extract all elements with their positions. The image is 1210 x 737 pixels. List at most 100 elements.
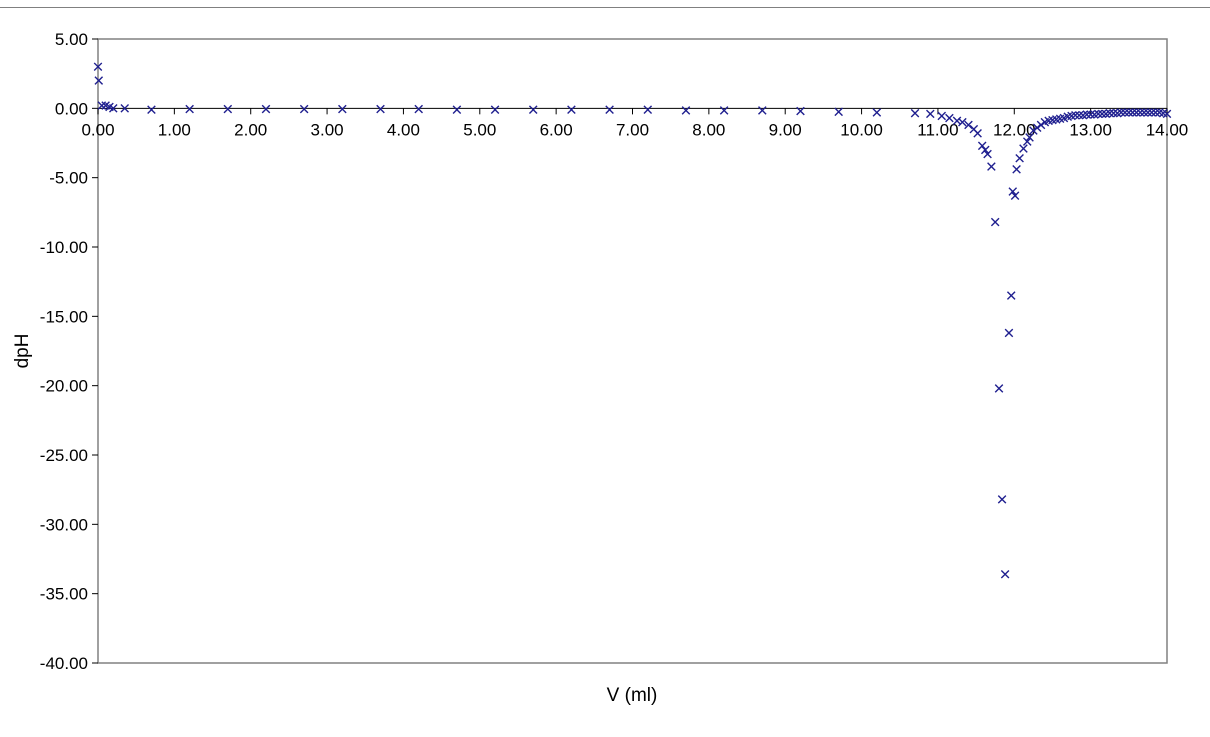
- data-point: [1032, 123, 1042, 133]
- y-tick-label: -10.00: [40, 238, 88, 257]
- data-point: [1120, 108, 1130, 117]
- y-axis-title: dpH: [12, 334, 33, 369]
- x-tick-label: 5.00: [463, 120, 496, 139]
- x-axis: 0.00 1.00 2.00 3.00 4.00 5.00 6.00 7.00 8.00 9.00…: [81, 107, 1189, 139]
- data-point: [97, 101, 107, 110]
- data-point: [185, 104, 194, 114]
- data-point: [223, 104, 233, 114]
- data-point: [1135, 108, 1145, 117]
- data-point: [261, 104, 271, 114]
- data-point: [1143, 108, 1153, 117]
- top-border-line: [0, 7, 1210, 8]
- data-point: [1071, 110, 1080, 120]
- x-tick-label: 1.00: [158, 120, 191, 139]
- data-point: [681, 106, 691, 115]
- data-point: [120, 104, 130, 113]
- data-point: [937, 111, 947, 121]
- data-point: [1004, 328, 1014, 338]
- x-tick-label: 10.00: [840, 120, 883, 139]
- data-point: [108, 104, 118, 113]
- data-point: [299, 104, 309, 114]
- x-tick-label: 0.00: [81, 120, 114, 139]
- data-point: [1019, 144, 1028, 153]
- x-tick-label: 14.00: [1146, 120, 1189, 139]
- x-tick-label: 11.00: [917, 120, 958, 139]
- x-tick-label: 2.00: [234, 120, 267, 139]
- x-axis-title: V (ml): [607, 685, 658, 706]
- data-point: [994, 384, 1004, 393]
- y-tick-label: -30.00: [40, 515, 88, 534]
- data-point: [964, 120, 973, 130]
- y-axis: 5.00 0.00 -5.00 -10.00 -15.00 -20.00 -25.00 -30…: [40, 30, 98, 673]
- data-point: [1132, 108, 1141, 117]
- y-tick-label: -5.00: [49, 169, 88, 188]
- data-point: [958, 117, 967, 127]
- data-point: [1093, 109, 1103, 119]
- data-point: [1015, 153, 1024, 163]
- data-point: [93, 62, 103, 72]
- x-tick-label: 13.00: [1069, 120, 1112, 139]
- data-point: [980, 145, 990, 155]
- data-point: [945, 113, 954, 123]
- data-point: [1151, 108, 1160, 117]
- data-point: [1109, 108, 1118, 118]
- data-point: [1128, 108, 1137, 117]
- data-point: [414, 104, 423, 114]
- data-point: [567, 105, 576, 115]
- data-point: [1025, 133, 1034, 142]
- y-tick-label: -35.00: [40, 585, 88, 604]
- x-tick-label: 7.00: [616, 120, 649, 139]
- data-point: [376, 104, 385, 114]
- data-point: [796, 106, 805, 116]
- data-point: [973, 128, 982, 138]
- data-point: [1006, 291, 1016, 300]
- data-point: [1000, 569, 1010, 579]
- data-point: [1008, 187, 1018, 196]
- data-point: [997, 495, 1007, 504]
- data-point: [719, 106, 729, 115]
- data-point: [1029, 126, 1038, 135]
- data-point: [987, 162, 996, 171]
- data-point: [872, 108, 882, 117]
- data-point: [990, 217, 1000, 227]
- data-point: [910, 108, 920, 118]
- y-tick-label: -40.00: [40, 654, 88, 673]
- data-point: [94, 76, 104, 85]
- data-point: [147, 105, 156, 115]
- y-tick-label: 5.00: [55, 30, 88, 49]
- data-point: [1116, 108, 1126, 117]
- data-point: [758, 106, 767, 115]
- data-point: [1010, 191, 1020, 200]
- data-point: [977, 141, 987, 151]
- x-tick-label: 4.00: [387, 120, 420, 139]
- data-points: [93, 62, 1172, 579]
- data-point: [452, 105, 462, 115]
- x-tick-label: 12.00: [993, 120, 1036, 139]
- data-point: [983, 149, 992, 159]
- y-tick-label: -25.00: [40, 446, 88, 465]
- y-tick-label: -15.00: [40, 307, 88, 326]
- data-point: [1074, 110, 1084, 120]
- data-point: [1036, 120, 1046, 130]
- y-tick-label: -20.00: [40, 377, 88, 396]
- data-point: [1139, 108, 1149, 117]
- data-point: [1022, 137, 1032, 146]
- data-point: [1082, 110, 1092, 119]
- y-tick-label: 0.00: [55, 99, 88, 118]
- x-tick-label: 9.00: [769, 120, 802, 139]
- data-point: [952, 116, 962, 126]
- data-point: [1162, 109, 1172, 119]
- data-point: [528, 105, 538, 115]
- data-point: [643, 105, 653, 115]
- data-point: [1105, 108, 1115, 118]
- x-tick-label: 3.00: [311, 120, 344, 139]
- data-point: [490, 105, 500, 115]
- data-point: [1097, 109, 1107, 119]
- data-point: [338, 104, 347, 114]
- data-point: [925, 109, 935, 119]
- x-tick-label: 8.00: [692, 120, 725, 139]
- data-point: [1012, 165, 1021, 174]
- data-point: [1147, 108, 1157, 117]
- data-point: [1086, 110, 1095, 119]
